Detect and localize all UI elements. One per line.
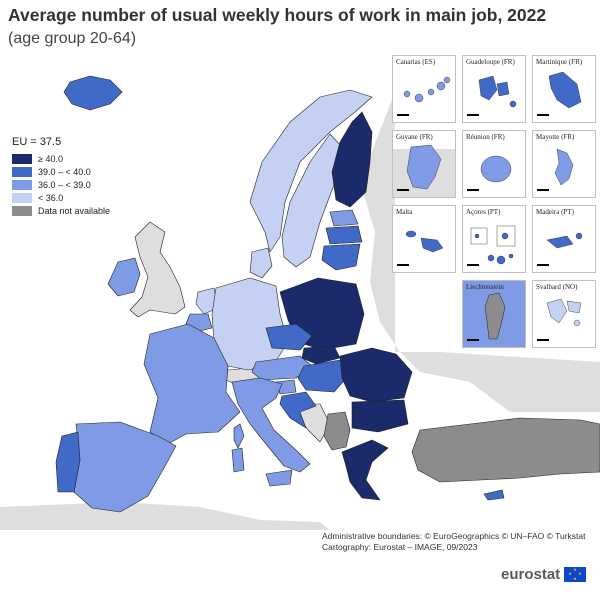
legend-label: ≥ 40.0 (38, 153, 63, 164)
inset-label: Svalbard (NO) (536, 283, 578, 291)
country-turkey (411, 417, 600, 483)
inset-label: Guadeloupe (FR) (466, 58, 515, 66)
country-cyprus (483, 489, 505, 501)
country-bulgaria (351, 399, 409, 433)
legend-label: Data not available (38, 205, 111, 216)
country-romania (339, 347, 413, 403)
country-greece (341, 439, 389, 501)
legend-label: 39.0 – < 40.0 (38, 166, 91, 177)
inset-label: Açores (PT) (466, 208, 501, 216)
eurostat-logo: eurostat ★ ★ ★ ★ (501, 566, 587, 583)
credits-boundaries: Administrative boundaries: © EuroGeograp… (322, 531, 586, 541)
country-france (143, 323, 241, 445)
country-serbia-region (323, 411, 351, 451)
country-finland (331, 111, 373, 208)
inset-panels: Canarias (ES) Guadeloupe (FR) Martinique… (392, 55, 598, 355)
legend-item: Data not available (12, 204, 110, 217)
country-lithuania (321, 243, 361, 271)
country-denmark (249, 247, 273, 279)
inset-map (397, 76, 451, 116)
inset-svalbard: Svalbard (NO) (532, 280, 596, 348)
country-netherlands (195, 287, 219, 315)
inset-label: Malta (396, 208, 413, 216)
country-italy (231, 377, 311, 473)
legend-swatch (12, 192, 32, 203)
country-estonia (329, 209, 359, 227)
inset-malta: Malta (392, 205, 456, 273)
country-norway (249, 89, 373, 253)
map-title: Average number of usual weekly hours of … (8, 5, 547, 25)
country-slovakia (301, 345, 341, 365)
legend-item: < 36.0 (12, 191, 110, 204)
country-czechia (265, 323, 313, 351)
country-croatia (279, 391, 317, 429)
inset-liechtenstein: Liechtenstein (462, 280, 526, 348)
country-sicily (265, 469, 293, 487)
inset-map (397, 230, 444, 266)
credits-cartography: Cartography: Eurostat – IMAGE, 09/2023 (322, 542, 478, 552)
legend-item: ≥ 40.0 (12, 152, 110, 165)
inset-map (467, 75, 517, 116)
country-iceland (63, 75, 123, 111)
inset-map (537, 148, 574, 191)
non-eu-land-russia-belarus (360, 92, 600, 412)
inset-guyane: Guyane (FR) (392, 130, 456, 198)
inset-label: Martinique (FR) (536, 58, 583, 66)
legend-title: EU = 37.5 (12, 136, 62, 148)
legend-label: 36.0 – < 39.0 (38, 179, 91, 190)
legend-item: 36.0 – < 39.0 (12, 178, 110, 191)
country-austria (251, 355, 313, 381)
legend-swatch (12, 179, 32, 190)
inset-label: Guyane (FR) (396, 133, 433, 141)
inset-acores: Açores (PT) (462, 205, 526, 273)
inset-madeira: Madeira (PT) (532, 205, 596, 273)
map-subtitle: (age group 20-64) (8, 30, 137, 47)
eu-flag-icon: ★ ★ ★ ★ (564, 567, 587, 582)
legend: EU = 37.5 ≥ 40.0 39.0 – < 40.0 36.0 – < … (12, 136, 110, 217)
inset-map (393, 144, 455, 197)
inset-label: Mayotte (FR) (536, 133, 575, 141)
inset-map (467, 292, 506, 341)
country-sardinia (231, 447, 245, 473)
non-eu-land-north-africa (0, 502, 330, 530)
inset-mayotte: Mayotte (FR) (532, 130, 596, 198)
legend-swatch (12, 205, 32, 216)
inset-map (467, 155, 512, 191)
inset-map (537, 232, 583, 266)
country-corsica (233, 423, 245, 449)
inset-label: Madeira (PT) (536, 208, 574, 216)
inset-martinique: Martinique (FR) (532, 55, 596, 123)
inset-map (537, 298, 582, 341)
non-eu-land-uk (129, 221, 186, 318)
logo-text: eurostat (501, 566, 561, 583)
legend-label: < 36.0 (38, 192, 64, 203)
inset-canarias: Canarias (ES) (392, 55, 456, 123)
inset-reunion: Réunion (FR) (462, 130, 526, 198)
inset-map (537, 71, 582, 116)
country-ireland (107, 257, 141, 297)
europe-map (0, 75, 600, 530)
country-portugal (55, 431, 81, 493)
legend-item: 39.0 – < 40.0 (12, 165, 110, 178)
legend-swatch (12, 166, 32, 177)
country-latvia (325, 225, 363, 245)
inset-map (467, 225, 516, 266)
inset-guadeloupe: Guadeloupe (FR) (462, 55, 526, 123)
inset-label: Liechtenstein (466, 283, 504, 291)
legend-swatch (12, 153, 32, 164)
inset-label: Réunion (FR) (466, 133, 505, 141)
country-hungary (297, 359, 351, 393)
credits: Administrative boundaries: © EuroGeograp… (322, 531, 586, 553)
inset-label: Canarias (ES) (396, 58, 436, 66)
